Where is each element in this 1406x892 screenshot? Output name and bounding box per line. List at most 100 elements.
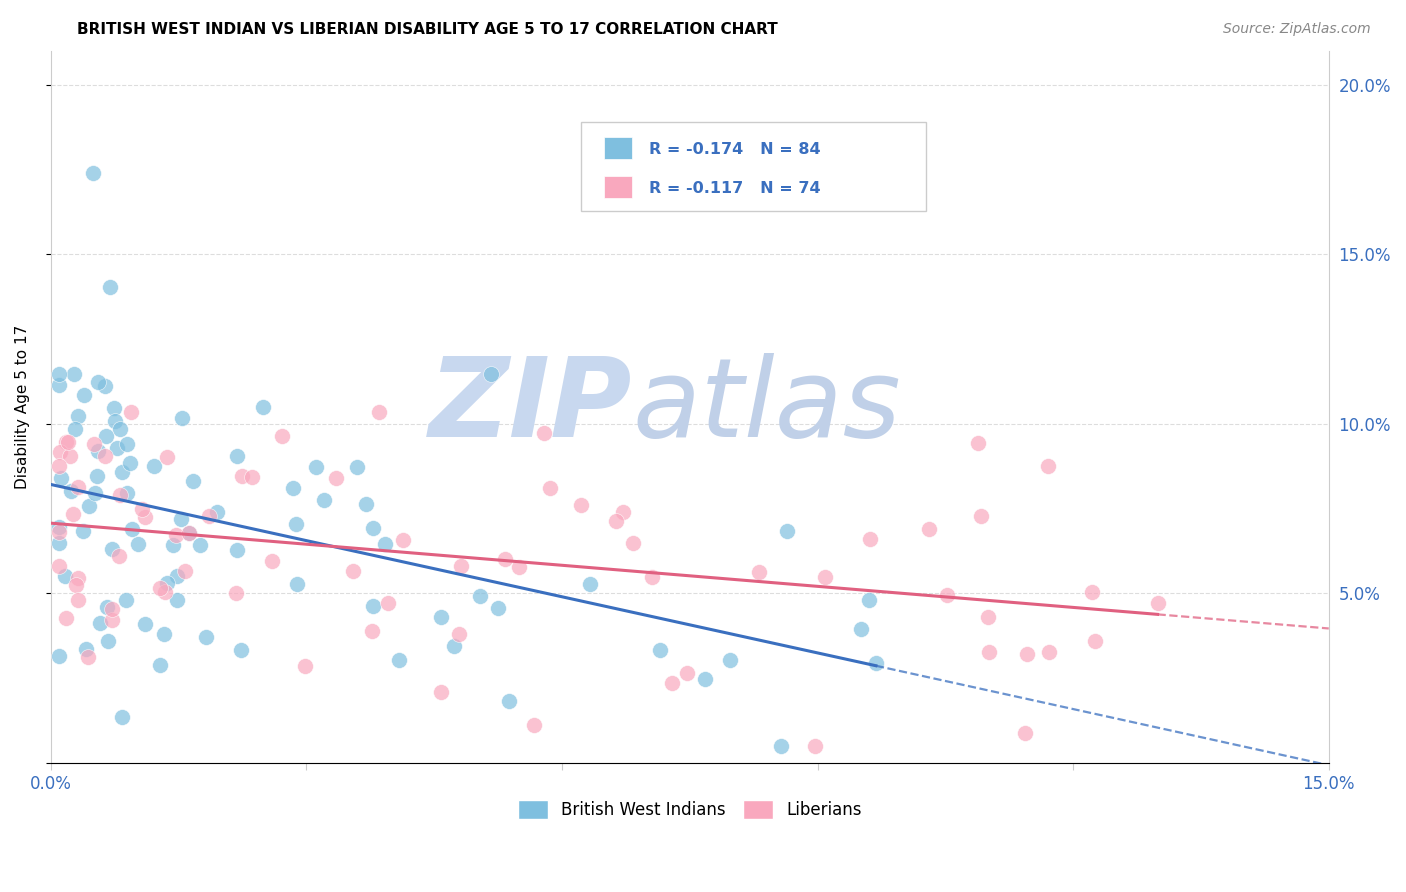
Point — [48, 525, 70, 540]
Point — [127, 537, 149, 551]
Legend: British West Indians, Liberians: British West Indians, Liberians — [512, 794, 868, 826]
Point — [718, 653, 741, 667]
Point — [305, 460, 328, 475]
Point — [368, 405, 391, 419]
Point — [75, 642, 97, 657]
Point — [72, 524, 94, 538]
Point — [170, 512, 193, 526]
Point — [118, 456, 141, 470]
Point — [285, 577, 308, 591]
Point — [59, 450, 82, 464]
Point — [294, 659, 316, 673]
Point — [498, 693, 520, 707]
Point — [356, 497, 378, 511]
Point — [361, 521, 384, 535]
Text: BRITISH WEST INDIAN VS LIBERIAN DISABILITY AGE 5 TO 17 CORRELATION CHART: BRITISH WEST INDIAN VS LIBERIAN DISABILI… — [77, 22, 778, 37]
Point — [48, 378, 70, 392]
Point — [55, 435, 77, 450]
Point — [377, 596, 399, 610]
Point — [804, 739, 827, 754]
Point — [858, 592, 880, 607]
Point — [207, 504, 229, 518]
Point — [166, 593, 188, 607]
Point — [569, 498, 592, 512]
Point — [104, 414, 127, 428]
Point — [770, 739, 793, 754]
Point — [131, 501, 153, 516]
Point — [48, 520, 70, 534]
Point — [865, 657, 887, 671]
Point — [179, 525, 201, 540]
Point — [48, 649, 70, 664]
Point — [83, 436, 105, 450]
Point — [1146, 596, 1168, 610]
Point — [94, 379, 117, 393]
Point — [55, 611, 77, 625]
Point — [149, 658, 172, 673]
Point — [172, 410, 194, 425]
Point — [105, 442, 128, 456]
Point — [661, 676, 683, 690]
Point — [62, 507, 84, 521]
Point — [48, 559, 70, 574]
Point — [1084, 634, 1107, 648]
Point — [87, 376, 110, 390]
Point — [67, 571, 90, 585]
Point — [1036, 459, 1059, 474]
Point — [1014, 725, 1036, 739]
Point — [285, 517, 308, 532]
Point — [173, 565, 195, 579]
Point — [676, 665, 699, 680]
Point — [108, 549, 131, 563]
Point — [533, 426, 555, 441]
Point — [859, 533, 882, 547]
Point — [242, 469, 264, 483]
Point — [111, 710, 134, 724]
Point — [508, 560, 530, 574]
Point — [612, 505, 634, 519]
Point — [49, 445, 72, 459]
Point — [121, 522, 143, 536]
Point — [523, 717, 546, 731]
Point — [101, 613, 124, 627]
Point — [970, 508, 993, 523]
Point — [1017, 648, 1039, 662]
Point — [115, 437, 138, 451]
Text: Source: ZipAtlas.com: Source: ZipAtlas.com — [1223, 22, 1371, 37]
Point — [156, 450, 179, 464]
Point — [94, 449, 117, 463]
Point — [430, 684, 453, 698]
Y-axis label: Disability Age 5 to 17: Disability Age 5 to 17 — [15, 325, 30, 489]
Point — [84, 486, 107, 500]
Point — [605, 514, 627, 528]
Point — [134, 509, 156, 524]
Point — [443, 640, 465, 654]
Point — [79, 499, 101, 513]
Point — [621, 536, 644, 550]
Point — [66, 593, 89, 607]
Point — [360, 624, 382, 638]
Point — [693, 672, 716, 686]
Point — [153, 584, 176, 599]
Point — [468, 589, 491, 603]
Point — [162, 538, 184, 552]
Point — [225, 586, 247, 600]
Point — [229, 643, 252, 657]
Point — [65, 422, 87, 436]
Point — [115, 485, 138, 500]
Point — [115, 592, 138, 607]
Point — [430, 609, 453, 624]
Point — [108, 488, 131, 502]
Point — [225, 449, 247, 463]
Point — [225, 542, 247, 557]
Point — [374, 537, 396, 551]
Point — [181, 474, 204, 488]
Point — [48, 459, 70, 474]
Point — [648, 643, 671, 657]
Text: R = -0.174   N = 84: R = -0.174 N = 84 — [650, 142, 821, 157]
Point — [270, 429, 292, 443]
Point — [101, 542, 124, 557]
Point — [87, 443, 110, 458]
Point — [66, 480, 89, 494]
Point — [449, 626, 471, 640]
